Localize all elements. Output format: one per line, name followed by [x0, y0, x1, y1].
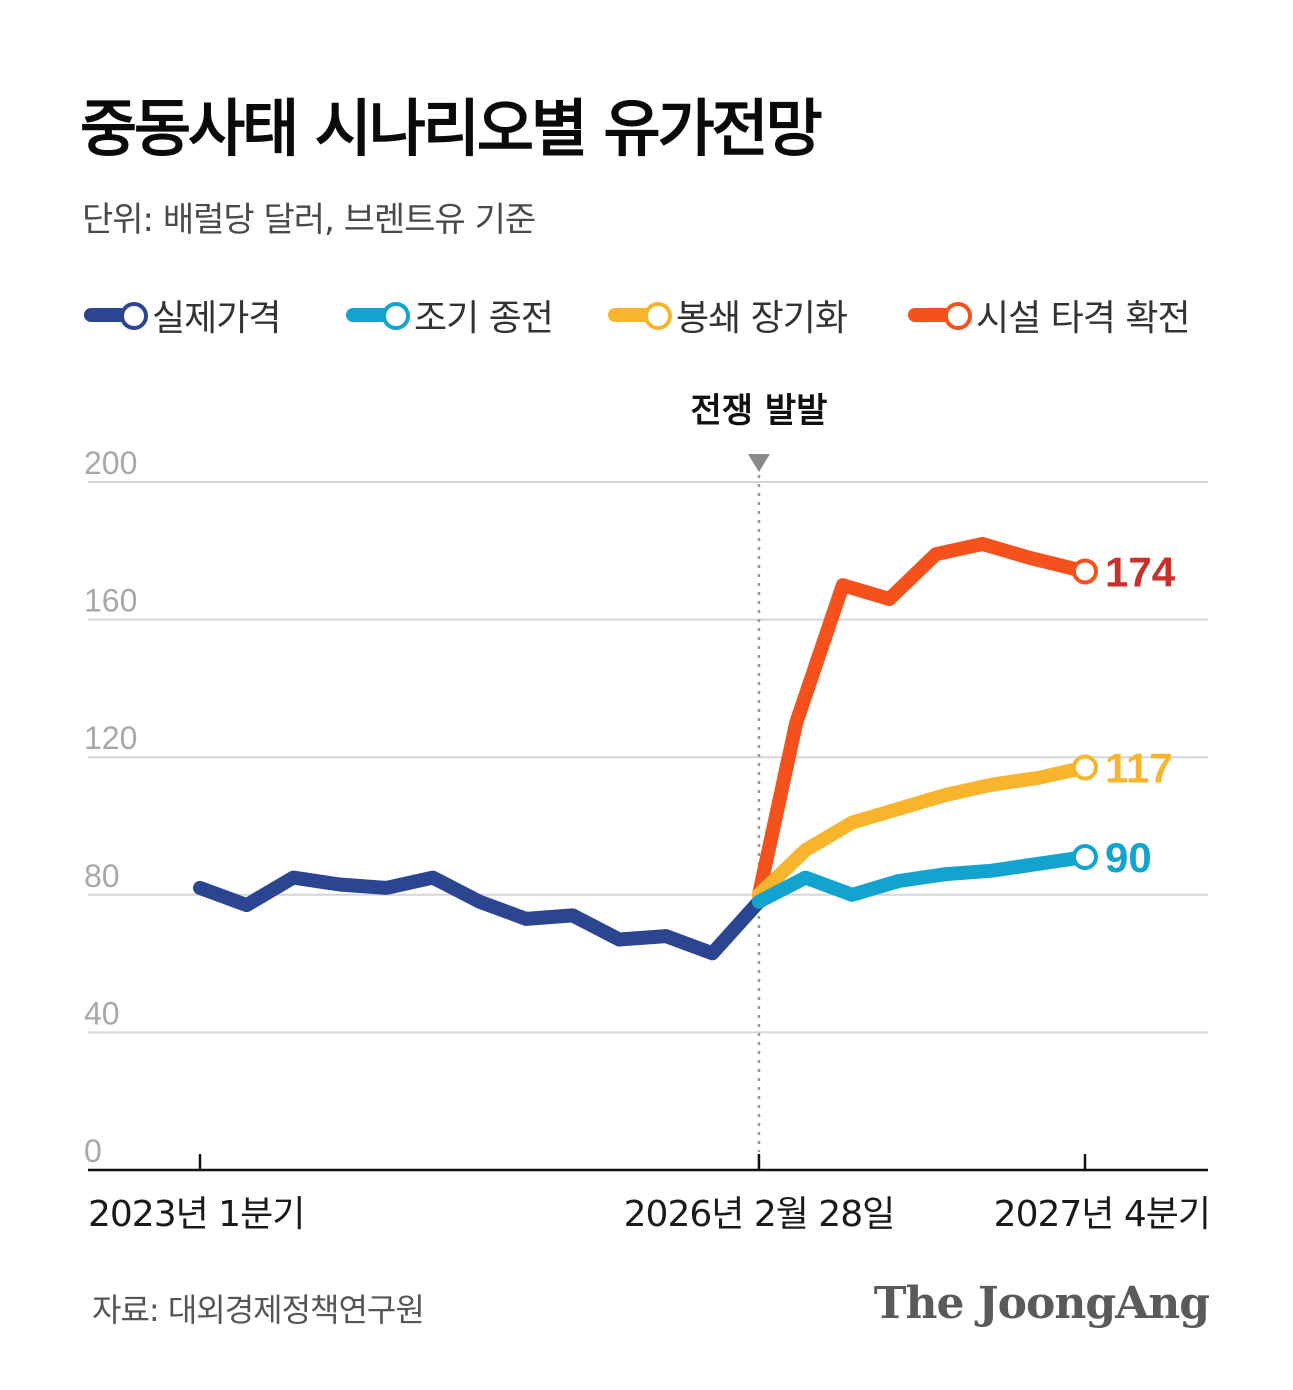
x-tick-label: 2026년 2월 28일	[624, 1194, 895, 1235]
data-point	[665, 935, 667, 937]
legend-item-blockade: 봉쇄 장기화	[604, 290, 848, 340]
source-note: 자료: 대외경제정책연구원	[92, 1291, 425, 1329]
y-tick-label: 80	[84, 858, 120, 894]
data-point	[1028, 557, 1030, 559]
data-point	[711, 952, 713, 954]
data-point	[991, 870, 993, 872]
data-point	[805, 877, 807, 879]
data-point	[805, 849, 807, 851]
data-point	[525, 918, 527, 920]
legend-item-escalation: 시설 타격 확전	[904, 290, 1191, 340]
data-point	[944, 873, 946, 875]
y-tick-label: 160	[84, 583, 137, 619]
data-point	[1037, 863, 1039, 865]
series-line-0	[193, 870, 766, 961]
chart-title: 중동사태 시나리오별 유가전망	[80, 92, 823, 165]
end-value-label: 174	[1105, 548, 1176, 595]
x-tick-label: 2023년 1분기	[88, 1194, 304, 1235]
series-line-3	[751, 536, 1092, 902]
data-point	[478, 901, 480, 903]
data-point	[246, 904, 248, 906]
data-point	[851, 894, 853, 896]
data-point	[982, 543, 984, 545]
y-tick-label: 0	[84, 1133, 102, 1169]
legend: 실제가격 조기 종전 봉쇄 장기화 시설 타격 확전	[80, 290, 1220, 340]
data-point	[991, 784, 993, 786]
legend-label: 봉쇄 장기화	[676, 298, 848, 339]
data-point	[842, 584, 844, 586]
x-tick-label: 2027년 4분기	[994, 1194, 1210, 1235]
data-point	[1037, 777, 1039, 779]
data-point	[339, 883, 341, 885]
series-line-2	[751, 760, 1092, 902]
y-tick-label: 120	[84, 720, 137, 756]
legend-label: 조기 종전	[414, 298, 554, 339]
end-value-label: 117	[1105, 745, 1173, 792]
data-point	[758, 901, 760, 903]
y-tick-label: 200	[84, 445, 137, 481]
data-point	[888, 598, 890, 600]
legend-swatch-actual-icon	[80, 290, 150, 340]
data-point	[898, 808, 900, 810]
legend-item-early-end: 조기 종전	[342, 290, 554, 340]
legend-label: 실제가격	[152, 298, 281, 339]
legend-swatch-escalation-icon	[904, 290, 974, 340]
data-point	[795, 722, 797, 724]
event-triangle-icon	[747, 454, 770, 472]
data-point	[935, 553, 937, 555]
data-point	[199, 887, 201, 889]
data-point	[432, 877, 434, 879]
data-point	[851, 822, 853, 824]
data-point	[944, 794, 946, 796]
legend-swatch-early-end-icon	[342, 290, 412, 340]
y-tick-label: 40	[84, 995, 120, 1031]
series-line-1	[751, 850, 1092, 909]
publisher-logo: The JoongAng	[873, 1278, 1210, 1329]
end-marker	[1072, 843, 1098, 870]
chart-subtitle: 단위: 배럴당 달러, 브렌트유 기준	[82, 200, 536, 240]
legend-item-actual: 실제가격	[80, 290, 281, 340]
end-value-label: 90	[1105, 834, 1152, 881]
data-point	[385, 887, 387, 889]
legend-swatch-blockade-icon	[604, 290, 674, 340]
event-label: 전쟁 발발	[690, 391, 827, 431]
end-marker	[1072, 558, 1098, 585]
data-point	[618, 939, 620, 941]
end-marker	[1072, 754, 1098, 781]
data-point	[572, 914, 574, 916]
data-point	[292, 877, 294, 879]
data-point	[898, 880, 900, 882]
legend-label: 시설 타격 확전	[976, 298, 1191, 339]
